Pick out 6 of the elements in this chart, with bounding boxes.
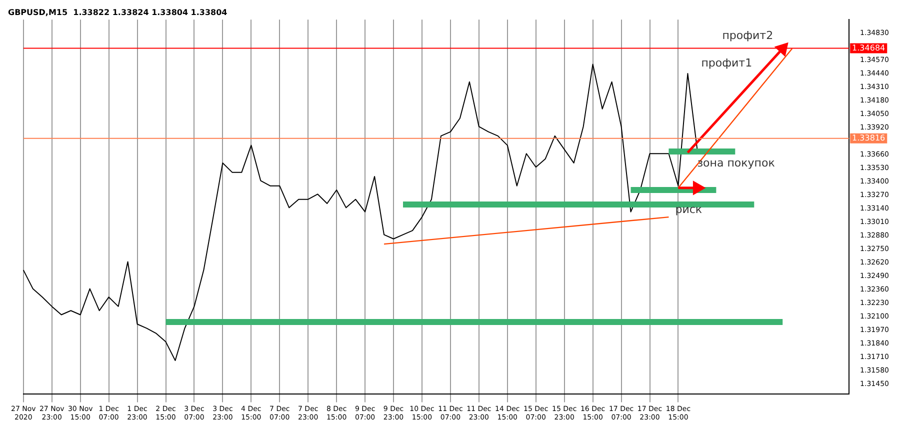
ref-line-label: 1.33816 — [852, 134, 886, 143]
annotation: профит1 — [701, 56, 752, 70]
chart-title: GBPUSD,M15 1.33822 1.33824 1.33804 1.33804 — [8, 8, 228, 17]
annotation: профит2 — [722, 29, 774, 42]
annotation: зона покупок — [697, 156, 776, 170]
ref-line-label: 1.34684 — [852, 43, 886, 52]
